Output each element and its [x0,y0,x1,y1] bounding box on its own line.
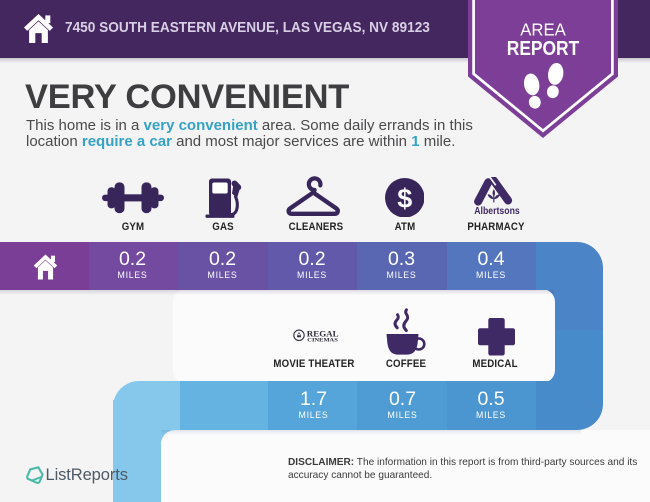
svg-text:$: $ [397,183,412,213]
svg-text:REPORT: REPORT [507,38,580,60]
svg-text:CINEMAS: CINEMAS [307,337,338,343]
svg-text:AREA: AREA [520,20,566,40]
svg-text:REGAL: REGAL [306,329,338,339]
svg-text:Albertsons: Albertsons [474,206,520,217]
